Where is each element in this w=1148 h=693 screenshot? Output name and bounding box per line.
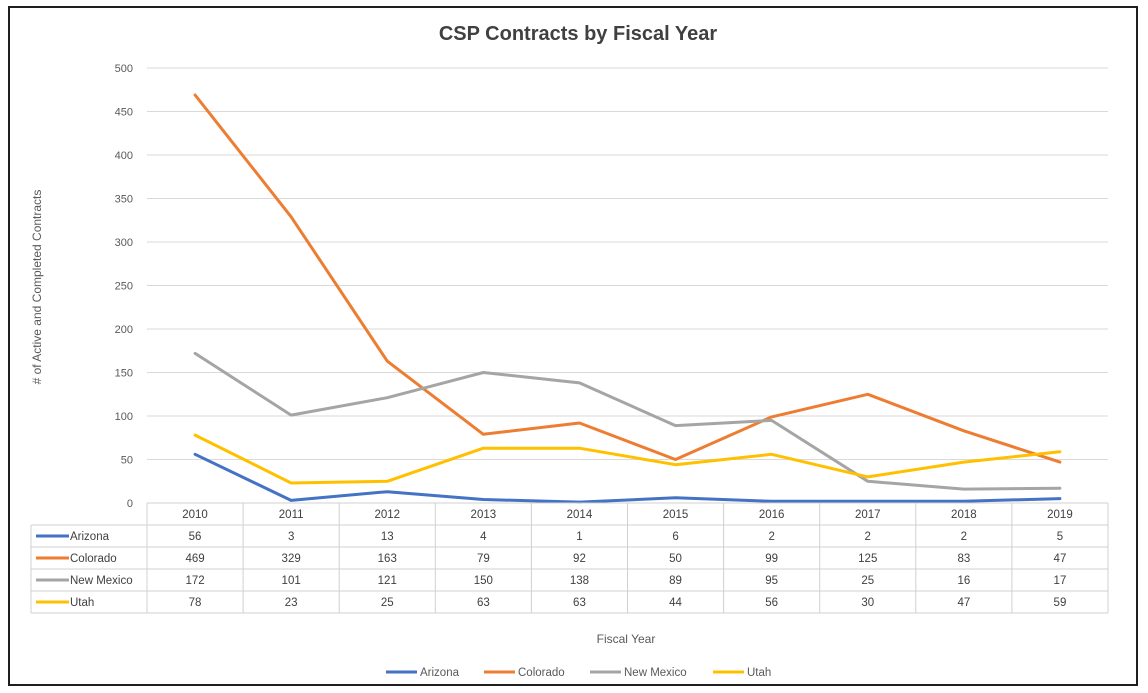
table-cell: 101 [282,575,301,587]
y-tick-label: 350 [115,194,133,206]
table-cell: 25 [861,575,874,587]
table-cell: 92 [573,553,586,565]
y-tick-label: 450 [115,107,133,119]
chart-title: CSP Contracts by Fiscal Year [439,23,717,45]
table-cell: 25 [381,597,394,609]
legend: Arizona Colorado New Mexico Utah [386,667,771,679]
gridlines [147,67,1108,504]
y-tick-label: 300 [115,237,133,249]
y-tick-label: 500 [115,63,133,75]
x-tick-label: 2010 [182,509,208,521]
table-cell: 23 [285,597,298,609]
table-row-label: Colorado [70,553,117,565]
table-cell: 47 [957,597,970,609]
y-tick-label: 0 [127,498,133,510]
table-cell: 4 [480,531,487,543]
y-tick-label: 150 [115,368,133,380]
table-cell: 95 [765,575,778,587]
legend-label: Arizona [420,667,460,679]
table-cell: 172 [185,575,204,587]
x-axis-title: Fiscal Year [597,632,656,646]
table-row-label: Arizona [70,531,110,543]
table-cell: 83 [957,553,970,565]
table-cell: 63 [477,597,490,609]
table-cell: 163 [378,553,397,565]
table-cell: 1 [576,531,582,543]
y-tick-label: 100 [115,411,133,423]
table-cell: 50 [669,553,682,565]
y-tick-label: 200 [115,324,133,336]
table-cell: 138 [570,575,589,587]
table-cell: 125 [858,553,877,565]
table-cell: 469 [185,553,204,565]
legend-label: Utah [747,667,771,679]
table-cell: 5 [1057,531,1063,543]
series-line-arizona [193,452,1062,504]
y-tick-label: 400 [115,150,133,162]
legend-label: New Mexico [624,667,687,679]
series-line-utah [193,433,1062,485]
chart-frame [8,6,1138,686]
table-cell: 89 [669,575,682,587]
table-cell: 44 [669,597,682,609]
table-cell: 79 [477,553,490,565]
table-cell: 150 [474,575,493,587]
x-tick-label: 2013 [471,509,497,521]
table-cell: 16 [957,575,970,587]
table-cell: 2 [865,531,871,543]
table-row-label: Utah [70,597,94,609]
table-cell: 47 [1054,553,1067,565]
table-cell: 56 [189,531,202,543]
x-tick-label: 2019 [1047,509,1073,521]
table-cell: 121 [378,575,397,587]
y-axis-title: # of Active and Completed Contracts [30,190,44,385]
table-cell: 13 [381,531,394,543]
table-cell: 63 [573,597,586,609]
y-tick-label: 250 [115,281,133,293]
table-cell: 3 [288,531,294,543]
legend-label: Colorado [518,667,565,679]
table-cell: 2 [768,531,774,543]
x-tick-label: 2015 [663,509,689,521]
x-tick-label: 2011 [279,509,304,521]
table-row-label: New Mexico [70,575,133,587]
series-line-new-mexico [193,351,1062,491]
table-cell: 329 [282,553,301,565]
table-cell: 99 [765,553,778,565]
x-tick-label: 2017 [855,509,881,521]
x-tick-label: 2012 [374,509,400,521]
y-axis-ticks: 0 50 100 150 200 250 300 350 400 450 500 [115,63,133,510]
table-cell: 78 [189,597,202,609]
x-tick-label: 2014 [567,509,593,521]
table-cell: 30 [861,597,874,609]
x-tick-label: 2016 [759,509,785,521]
y-tick-label: 50 [121,455,133,467]
table-cell: 17 [1054,575,1067,587]
table-cell: 59 [1054,597,1067,609]
series-lines [193,93,1062,504]
table-cell: 2 [961,531,967,543]
data-table: 2010 2011 2012 2013 2014 2015 2016 2017 2018 2019… [30,502,1109,614]
table-cell: 56 [765,597,778,609]
series-line-colorado [193,93,1062,464]
x-tick-label: 2018 [951,509,977,521]
table-cell: 6 [672,531,678,543]
